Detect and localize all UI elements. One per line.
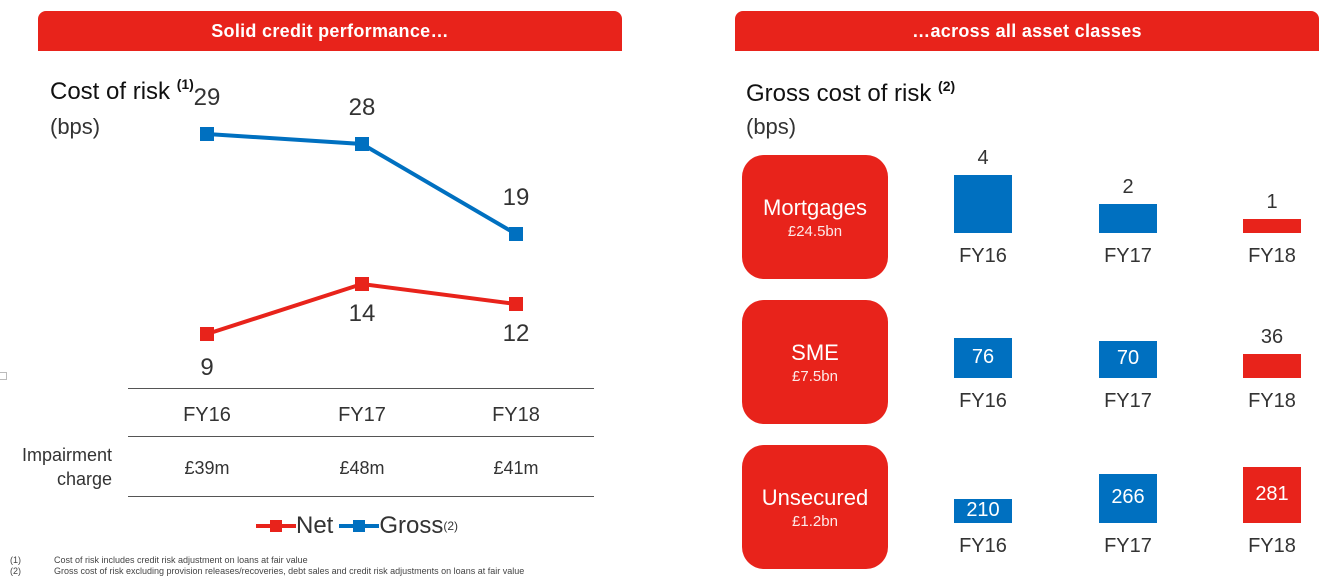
net-point-fy16 (200, 327, 214, 341)
unsecured-fy-fy17: FY17 (1104, 535, 1152, 557)
mortgages-bar-fy16 (954, 175, 1012, 233)
left-banner: Solid credit performance… (38, 11, 622, 51)
edge-mark (0, 372, 7, 380)
mortgages-fy-fy16: FY16 (959, 245, 1007, 267)
footnotes: (1) Cost of risk includes credit risk ad… (10, 555, 524, 577)
mortgages-segment-box: Mortgages £24.5bn (742, 155, 888, 279)
impairment-fy16: £39m (184, 458, 230, 478)
unsecured-segment-size: £1.2bn (792, 512, 838, 530)
impairment-label-line1: Impairment (21, 445, 112, 465)
sme-value-fy17: 70 (1116, 347, 1140, 370)
sme-fy-fy18: FY18 (1248, 390, 1296, 412)
mortgages-segment-name: Mortgages (763, 194, 867, 220)
sme-segment-box: SME £7.5bn (742, 300, 888, 424)
mortgages-segment-size: £24.5bn (787, 222, 843, 240)
gross-point-fy18 (509, 227, 523, 241)
mortgages-value-fy18: 1 (1266, 190, 1278, 213)
sme-segment-name: SME (791, 339, 839, 365)
legend-net-icon (256, 520, 296, 532)
net-label-fy18: 12 (502, 320, 530, 347)
footnote-1: (1) Cost of risk includes credit risk ad… (10, 555, 524, 566)
sme-segment-size: £7.5bn (792, 367, 838, 385)
unsecured-value-fy16: 210 (966, 498, 1000, 521)
mortgages-value-fy16: 4 (977, 147, 989, 169)
mortgages-value-fy17: 2 (1122, 176, 1134, 198)
net-point-fy17 (355, 277, 369, 291)
left-fy-label-fy17: FY17 (338, 404, 386, 426)
impairment-label: Impairment charge (0, 443, 112, 491)
legend-gross-label: Gross (379, 512, 444, 539)
sme-fy-fy16: FY16 (959, 390, 1007, 412)
footnote-1-num: (1) (10, 555, 21, 565)
gross-point-fy16 (200, 127, 214, 141)
footnote-2-text: Gross cost of risk excluding provision r… (54, 566, 525, 576)
footnote-1-text: Cost of risk includes credit risk adjust… (54, 555, 308, 565)
legend-gross-note: (2) (443, 519, 459, 533)
unsecured-bar-fy18 (1243, 467, 1301, 523)
net-point-fy18 (509, 297, 523, 311)
sme-bar-fy18 (1243, 354, 1301, 378)
unsecured-bar-fy17 (1099, 473, 1157, 523)
impairment-fy17: £48m (339, 458, 385, 478)
mortgages-bar-fy18 (1243, 218, 1301, 233)
sme-fy-fy17: FY17 (1104, 390, 1152, 412)
footnote-2: (2) Gross cost of risk excluding provisi… (10, 566, 524, 577)
table-rule-top (128, 388, 594, 389)
line-legend: Net Gross (2) (256, 512, 458, 540)
right-title: Gross cost of risk (2) (746, 78, 956, 108)
unsecured-segment-name: Unsecured (761, 484, 869, 510)
mortgages-bar-fy17 (1099, 204, 1157, 233)
sme-value-fy16: 76 (971, 346, 995, 368)
unsecured-bar-fy16 (954, 498, 1012, 523)
cost-of-risk-line-chart (200, 127, 523, 341)
gross-label-fy17: 28 (348, 94, 376, 121)
mortgages-fy-fy17: FY17 (1104, 245, 1152, 267)
unsecured-fy-fy18: FY18 (1248, 535, 1296, 557)
table-rule-middle (128, 436, 594, 437)
impairment-label-line2: charge (56, 469, 112, 489)
table-rule-bottom (128, 496, 594, 497)
footnote-2-num: (2) (10, 566, 21, 576)
left-title: Cost of risk (1) (50, 76, 194, 106)
unsecured-segment-box: Unsecured £1.2bn (742, 445, 888, 569)
left-fy-label-fy18: FY18 (492, 404, 540, 426)
legend-net-label: Net (296, 512, 334, 539)
unsecured-value-fy17: 266 (1111, 486, 1145, 509)
left-title-note: (1) (176, 76, 194, 92)
right-banner: …across all asset classes (735, 11, 1319, 51)
right-title-text: Gross cost of risk (746, 80, 932, 107)
gross-label-fy16: 29 (193, 84, 221, 111)
unsecured-fy-fy16: FY16 (959, 535, 1007, 557)
sme-value-fy18: 36 (1260, 326, 1284, 348)
unsecured-value-fy18: 281 (1255, 483, 1289, 505)
right-unit: (bps) (746, 114, 797, 139)
gross-point-fy17 (355, 137, 369, 151)
legend-gross-icon (339, 520, 380, 532)
impairment-fy18: £41m (493, 458, 539, 478)
left-unit: (bps) (50, 114, 101, 139)
sme-bar-fy17 (1099, 340, 1157, 378)
left-fy-label-fy16: FY16 (183, 404, 231, 426)
mortgages-fy-fy18: FY18 (1248, 245, 1296, 267)
net-label-fy17: 14 (348, 300, 376, 327)
net-label-fy16: 9 (200, 354, 214, 381)
sme-bar-fy16 (954, 338, 1012, 378)
left-title-text: Cost of risk (50, 78, 171, 105)
right-title-note: (2) (938, 78, 956, 94)
gross-label-fy18: 19 (502, 184, 530, 211)
